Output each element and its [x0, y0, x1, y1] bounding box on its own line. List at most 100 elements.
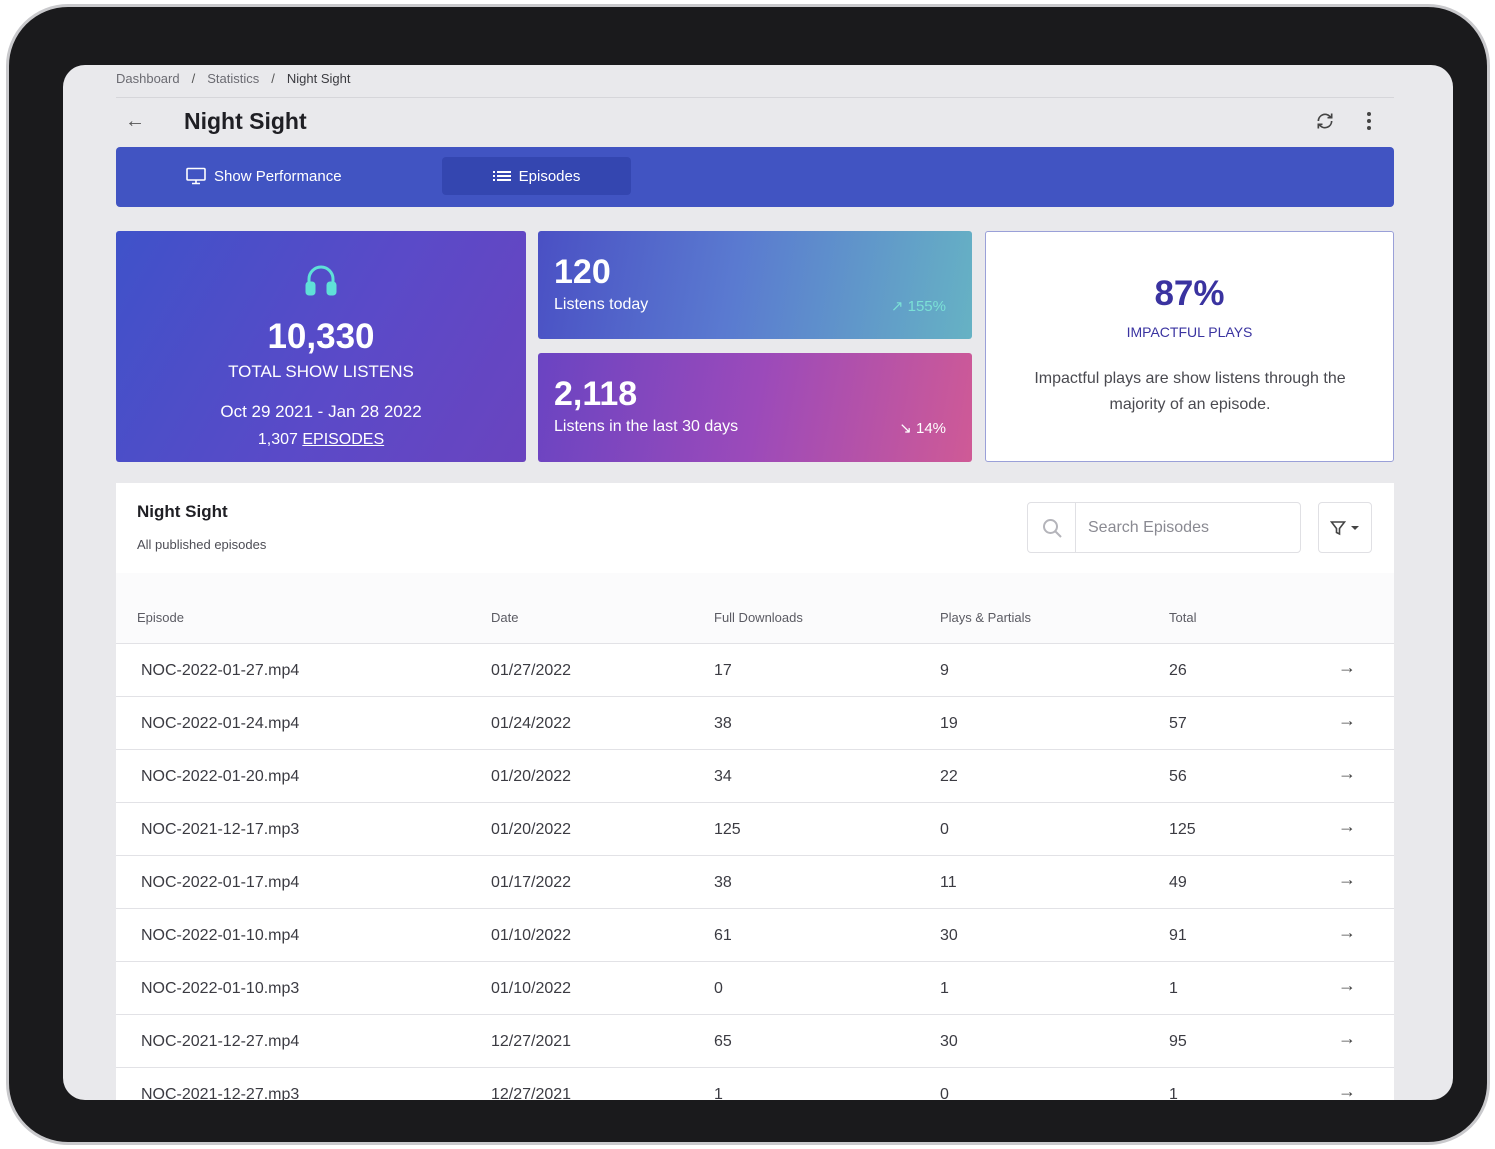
arrow-left-icon: ← — [125, 109, 145, 132]
column-header-episode[interactable]: Episode — [137, 610, 184, 625]
cell-full-downloads: 34 — [714, 768, 732, 785]
table-row[interactable]: NOC-2022-01-17.mp4 01/17/2022 38 11 49 → — [116, 856, 1394, 909]
cell-full-downloads: 0 — [714, 980, 723, 997]
page-content: Dashboard / Statistics / Night Sight ← N… — [116, 65, 1394, 1100]
cell-date: 01/24/2022 — [491, 715, 572, 732]
title-actions — [1312, 108, 1394, 134]
episodes-link[interactable]: EPISODES — [302, 431, 385, 448]
cell-plays-partials: 1 — [940, 980, 949, 997]
table-row[interactable]: NOC-2022-01-10.mp4 01/10/2022 61 30 91 → — [116, 909, 1394, 962]
breadcrumb-separator: / — [271, 70, 275, 86]
monitor-icon — [186, 167, 206, 185]
episodes-panel: Night Sight All published episodes — [116, 483, 1394, 1100]
cell-episode: NOC-2022-01-24.mp4 — [141, 715, 300, 732]
refresh-button[interactable] — [1312, 108, 1338, 134]
cell-plays-partials: 0 — [940, 1086, 949, 1100]
table-row[interactable]: NOC-2022-01-10.mp3 01/10/2022 0 1 1 → — [116, 962, 1394, 1015]
table-row[interactable]: NOC-2021-12-27.mp3 12/27/2021 1 0 1 → — [116, 1068, 1394, 1100]
cell-date: 01/20/2022 — [491, 768, 572, 785]
listens-30-days-card: 2,118 Listens in the last 30 days ↘ 14% — [538, 353, 972, 462]
back-button[interactable]: ← — [116, 104, 154, 138]
more-vertical-icon — [1367, 112, 1371, 130]
search-icon — [1028, 503, 1076, 552]
arrow-right-icon[interactable]: → — [1338, 710, 1356, 730]
cell-episode: NOC-2021-12-17.mp3 — [141, 821, 300, 838]
cell-episode: NOC-2022-01-27.mp4 — [141, 662, 300, 679]
arrow-right-icon[interactable]: → — [1338, 657, 1356, 677]
trend-down-badge: ↘ 14% — [899, 420, 946, 437]
impactful-plays-description: Impactful plays are show listens through… — [1034, 370, 1346, 413]
listens-30-days-label: Listens in the last 30 days — [554, 418, 739, 435]
arrow-right-icon[interactable]: → — [1338, 975, 1356, 995]
refresh-icon — [1317, 113, 1333, 129]
filter-button[interactable] — [1318, 502, 1372, 553]
list-icon — [492, 171, 511, 181]
breadcrumb-current: Night Sight — [286, 70, 351, 86]
tab-episodes[interactable]: Episodes — [442, 157, 631, 195]
table-row[interactable]: NOC-2021-12-27.mp4 12/27/2021 65 30 95 → — [116, 1015, 1394, 1068]
cell-plays-partials: 0 — [940, 821, 949, 838]
search-input[interactable] — [1076, 503, 1300, 552]
impactful-plays-label: IMPACTFUL PLAYS — [1126, 324, 1253, 340]
table-row[interactable]: NOC-2021-12-17.mp3 01/20/2022 125 0 125 … — [116, 803, 1394, 856]
impactful-plays-value: 87% — [1154, 274, 1225, 313]
listens-today-card: 120 Listens today ↗ 155% — [538, 231, 972, 339]
column-header-plays-partials[interactable]: Plays & Partials — [940, 610, 1032, 625]
cell-full-downloads: 38 — [714, 874, 732, 891]
cell-episode: NOC-2022-01-10.mp3 — [141, 980, 300, 997]
tablet-frame: Dashboard / Statistics / Night Sight ← N… — [6, 4, 1490, 1145]
cell-episode: NOC-2021-12-27.mp4 — [141, 1033, 300, 1050]
listens-today-value: 120 — [554, 253, 611, 291]
cell-total: 1 — [1169, 1086, 1178, 1100]
column-header-total[interactable]: Total — [1169, 610, 1197, 625]
listens-today-label: Listens today — [554, 296, 649, 313]
cell-total: 125 — [1169, 821, 1196, 838]
tab-show-performance[interactable]: Show Performance — [186, 157, 342, 195]
cell-date: 01/17/2022 — [491, 874, 572, 891]
impactful-plays-card: 87% IMPACTFUL PLAYS Impactful plays are … — [985, 231, 1394, 462]
panel-subtitle: All published episodes — [137, 537, 267, 552]
cell-plays-partials: 30 — [940, 927, 958, 944]
listens-30-days-value: 2,118 — [554, 375, 638, 413]
cell-date: 01/10/2022 — [491, 927, 572, 944]
cell-full-downloads: 1 — [714, 1086, 723, 1100]
total-listens-label: TOTAL SHOW LISTENS — [228, 362, 414, 381]
cell-episode: NOC-2022-01-10.mp4 — [141, 927, 300, 944]
table-row[interactable]: NOC-2022-01-20.mp4 01/20/2022 34 22 56 → — [116, 750, 1394, 803]
table-row[interactable]: NOC-2022-01-24.mp4 01/24/2022 38 19 57 → — [116, 697, 1394, 750]
cell-total: 1 — [1169, 980, 1178, 997]
total-listens-value: 10,330 — [267, 317, 375, 356]
tab-label: Episodes — [518, 167, 581, 185]
arrow-right-icon[interactable]: → — [1338, 922, 1356, 942]
breadcrumb-statistics[interactable]: Statistics — [207, 70, 260, 86]
arrow-right-icon[interactable]: → — [1338, 816, 1356, 836]
cell-date: 01/27/2022 — [491, 662, 572, 679]
cell-full-downloads: 38 — [714, 715, 732, 732]
cell-date: 01/20/2022 — [491, 821, 572, 838]
arrow-right-icon[interactable]: → — [1338, 1028, 1356, 1048]
arrow-right-icon[interactable]: → — [1338, 1081, 1356, 1100]
title-bar: ← Night Sight — [116, 103, 1394, 139]
table-header: Episode Date Full Downloads Plays & Part… — [116, 573, 1394, 644]
episodes-count: 1,307 — [257, 431, 298, 448]
cell-plays-partials: 9 — [940, 662, 949, 679]
episodes-summary: 1,307 EPISODES — [116, 431, 526, 449]
breadcrumb-dashboard[interactable]: Dashboard — [116, 70, 180, 86]
cell-full-downloads: 17 — [714, 662, 732, 679]
cell-full-downloads: 65 — [714, 1033, 732, 1050]
divider — [116, 97, 1394, 98]
cell-episode: NOC-2022-01-20.mp4 — [141, 768, 300, 785]
breadcrumb-separator: / — [191, 70, 196, 86]
more-options-button[interactable] — [1356, 108, 1382, 134]
tab-bar: Show Performance Episodes — [116, 147, 1394, 207]
arrow-right-icon[interactable]: → — [1338, 763, 1356, 783]
arrow-right-icon[interactable]: → — [1338, 869, 1356, 889]
column-header-full-downloads[interactable]: Full Downloads — [714, 610, 803, 625]
table-row[interactable]: NOC-2022-01-27.mp4 01/27/2022 17 9 26 → — [116, 644, 1394, 697]
breadcrumb: Dashboard / Statistics / Night Sight — [116, 67, 350, 89]
column-header-date[interactable]: Date — [491, 610, 519, 625]
cell-total: 49 — [1169, 874, 1187, 891]
cell-episode: NOC-2021-12-27.mp3 — [141, 1086, 300, 1100]
cell-plays-partials: 22 — [940, 768, 958, 785]
stats-cards: 10,330 TOTAL SHOW LISTENS Oct 29 2021 - … — [116, 231, 1394, 462]
